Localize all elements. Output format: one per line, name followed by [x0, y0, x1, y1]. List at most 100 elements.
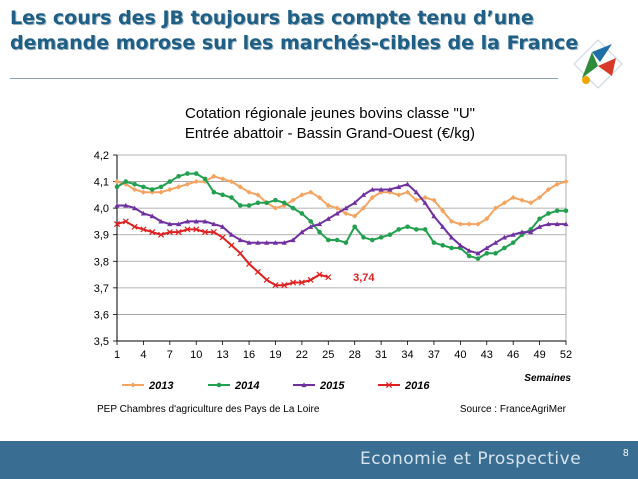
data-point-2015 — [440, 224, 446, 229]
data-point-2014 — [510, 240, 516, 245]
data-point-2013 — [519, 197, 525, 203]
data-point-2014 — [352, 224, 358, 230]
data-point-2015 — [475, 250, 481, 256]
data-point-2015 — [431, 213, 437, 219]
data-point-2016 — [140, 226, 147, 233]
data-point-2016 — [298, 279, 305, 286]
data-point-2014 — [414, 227, 419, 232]
data-point-2014 — [387, 232, 393, 238]
data-point-2016 — [175, 229, 182, 236]
data-point-2015 — [369, 186, 375, 192]
grid — [117, 154, 567, 342]
data-point-2016 — [202, 229, 209, 236]
data-point-2015 — [149, 213, 155, 219]
data-point-2015 — [457, 242, 463, 248]
data-point-2013 — [316, 194, 323, 201]
data-point-2014 — [193, 171, 199, 176]
data-point-2013 — [290, 197, 296, 203]
data-point-2014 — [290, 205, 296, 211]
data-point-2016 — [184, 226, 191, 233]
source-right: Source : FranceAgriMer — [460, 404, 567, 415]
data-point-2015 — [448, 234, 455, 240]
data-point-2014 — [493, 251, 498, 256]
x-axis-title: Semaines — [524, 373, 571, 384]
data-point-2013 — [413, 197, 419, 203]
data-point-2015 — [316, 221, 323, 227]
series-line-2015 — [117, 183, 566, 255]
data-point-2013 — [193, 178, 199, 185]
data-point-2016 — [272, 282, 279, 289]
data-point-2014 — [229, 195, 234, 200]
data-point-2013 — [360, 205, 367, 211]
x-tick-label: 16 — [243, 349, 255, 361]
data-point-2015 — [387, 186, 393, 192]
price-chart: Cotation régionale jeunes bovins classe … — [94, 105, 572, 415]
y-tick-label: 3,6 — [94, 309, 109, 321]
data-point-2015 — [422, 200, 428, 205]
data-point-2013 — [176, 184, 182, 190]
legend-marker — [301, 382, 307, 388]
data-point-2013 — [255, 192, 261, 198]
data-point-2016 — [166, 229, 173, 236]
data-point-2013 — [237, 184, 243, 190]
data-point-2016 — [307, 276, 314, 283]
y-tick-label: 4,1 — [94, 177, 109, 189]
data-point-2014 — [255, 200, 261, 206]
axes: 3,5 3,6 3,7 3,8 3,9 4,0 4,1 4,2 1 4 7 10 13 16 19 22 25 2… — [94, 150, 572, 361]
y-tick-label: 3,7 — [94, 283, 109, 295]
data-point-2013 — [440, 208, 446, 214]
data-point-2015 — [501, 234, 507, 240]
data-point-2013 — [563, 178, 569, 185]
data-point-2013 — [510, 194, 516, 201]
data-point-2015 — [563, 221, 569, 227]
data-point-2015 — [290, 237, 296, 243]
data-point-2013 — [114, 178, 120, 185]
x-tick-label: 40 — [454, 349, 466, 361]
data-point-2014 — [211, 189, 217, 195]
data-point-2015 — [176, 221, 182, 227]
data-point-2013 — [132, 186, 138, 193]
data-point-2014 — [167, 179, 173, 184]
data-point-2015 — [545, 221, 551, 227]
data-point-2013 — [140, 189, 147, 195]
legend-item-2014: 2014 — [208, 380, 259, 392]
data-point-2013 — [545, 186, 551, 193]
data-point-2014 — [308, 219, 313, 224]
data-point-2016 — [316, 271, 323, 278]
data-point-2015 — [237, 237, 243, 243]
data-point-2013 — [448, 218, 455, 225]
data-point-2014 — [466, 253, 472, 259]
series-2014 — [114, 171, 569, 261]
data-point-2015 — [140, 210, 147, 216]
legend-label: 2015 — [319, 380, 345, 392]
x-tick-label: 13 — [217, 349, 229, 361]
series-2013 — [114, 173, 569, 227]
data-point-2013 — [431, 197, 437, 203]
data-point-2014 — [502, 245, 507, 251]
data-point-2015 — [167, 221, 173, 227]
data-point-2016 — [254, 268, 261, 275]
data-point-2015 — [352, 200, 358, 205]
data-point-2015 — [132, 205, 138, 211]
data-point-2014 — [422, 227, 428, 232]
data-point-2014 — [114, 184, 120, 190]
data-point-2014 — [317, 229, 322, 235]
data-point-2013 — [167, 186, 173, 193]
data-point-2014 — [264, 200, 269, 206]
data-point-2013 — [211, 173, 217, 179]
x-tick-label: 10 — [190, 349, 202, 361]
slide-title: Les cours des JB toujours bas compte ten… — [10, 7, 579, 54]
data-point-2013 — [528, 200, 534, 206]
footer-title: Economie et Prospective — [360, 449, 582, 469]
data-point-2015 — [396, 184, 402, 189]
data-point-2013 — [457, 221, 463, 227]
chambres-agriculture-logo — [573, 39, 623, 89]
data-point-2014 — [281, 200, 287, 206]
annotation-last-value: 3,74 — [353, 272, 375, 284]
legend-marker — [216, 382, 222, 388]
data-point-2016 — [325, 274, 332, 281]
series-line-2016 — [116, 220, 329, 287]
data-point-2015 — [334, 210, 340, 216]
data-point-2015 — [413, 189, 419, 195]
data-point-2014 — [299, 211, 305, 216]
